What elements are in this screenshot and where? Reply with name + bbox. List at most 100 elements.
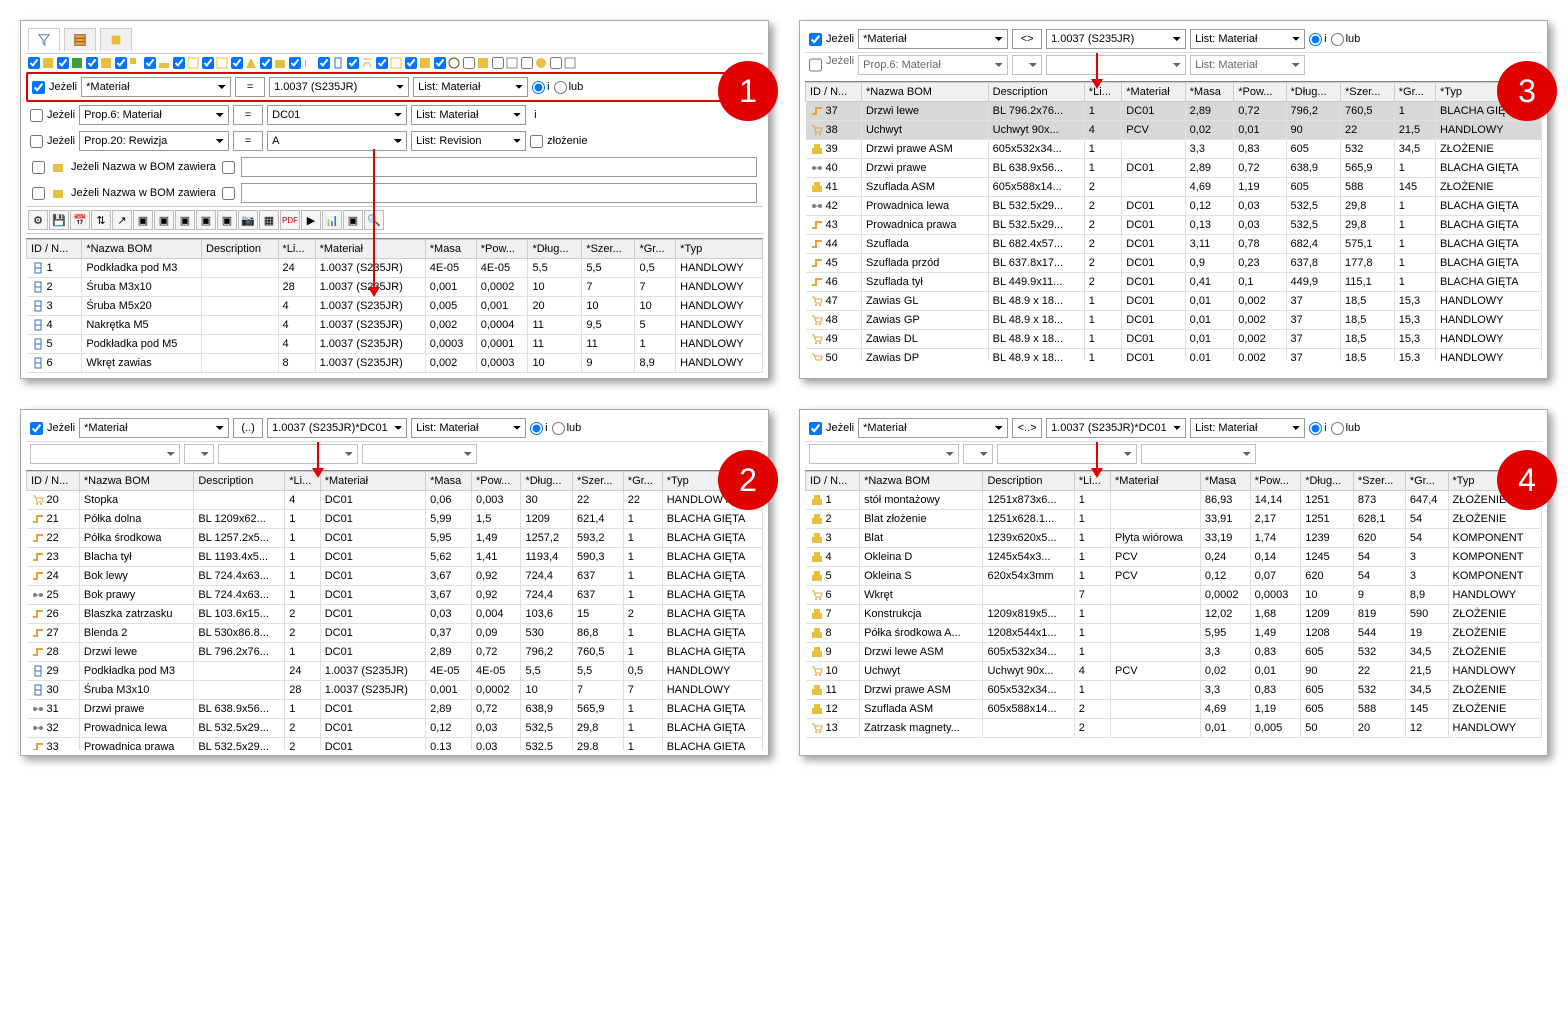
table-row[interactable]: 21Półka dolnaBL 1209x62...1DC01 5,991,51… — [27, 510, 763, 529]
radio-lub[interactable]: lub — [1331, 33, 1361, 46]
filter-2-value[interactable] — [267, 105, 407, 125]
btn-chart[interactable]: 📊 — [322, 210, 342, 230]
column-header[interactable]: *Szer... — [1341, 83, 1395, 102]
column-header[interactable]: *Li... — [1084, 83, 1121, 102]
tab-filter[interactable] — [28, 28, 60, 51]
table-row[interactable]: 8Półka środkowa A...1208x544x1...1 5,951… — [806, 624, 1542, 643]
filter-1-op[interactable] — [235, 77, 265, 97]
filter-2-op[interactable] — [233, 105, 263, 125]
table-row[interactable]: 33Prowadnica prawaBL 532.5x29...2DC01 0,… — [27, 738, 763, 751]
column-header[interactable]: ID / N... — [806, 472, 860, 491]
table-row[interactable]: 4Nakrętka M541.0037 (S235JR) 0,0020,0004… — [27, 316, 763, 335]
btn-camera[interactable]: 📷 — [238, 210, 258, 230]
table-row[interactable]: 2Blat złożenie1251x628.1...1 33,912,1712… — [806, 510, 1542, 529]
table-row[interactable]: 29Podkładka pod M3241.0037 (S235JR) 4E-0… — [27, 662, 763, 681]
column-header[interactable]: *Nazwa BOM — [861, 83, 988, 102]
column-header[interactable]: *Materiał — [320, 472, 425, 491]
filter-3-field[interactable] — [79, 131, 229, 151]
filter-1-enable[interactable] — [30, 422, 43, 435]
table-row[interactable]: 2Śruba M3x10281.0037 (S235JR) 0,0010,000… — [27, 278, 763, 297]
table-row[interactable]: 6Wkręt7 0,00020,00031098,9HANDLOWY — [806, 586, 1542, 605]
table-row[interactable]: 39Drzwi prawe ASM605x532x34...1 3,30,836… — [806, 140, 1542, 159]
column-header[interactable]: *Szer... — [582, 240, 635, 259]
radio-i[interactable]: i — [532, 81, 549, 94]
column-header[interactable]: *Pow... — [1250, 472, 1301, 491]
table-row[interactable]: 32Prowadnica lewaBL 532.5x29...2DC01 0,1… — [27, 719, 763, 738]
column-header[interactable]: *Dług... — [1301, 472, 1354, 491]
table-row[interactable]: 44SzufladaBL 682.4x57...2DC01 3,110,7868… — [806, 235, 1542, 254]
column-header[interactable]: Description — [983, 472, 1074, 491]
filter-3-enable[interactable] — [30, 135, 43, 148]
cb-7[interactable] — [202, 56, 229, 70]
column-header[interactable]: *Nazwa BOM — [82, 240, 202, 259]
table-row[interactable]: 25Bok prawyBL 724.4x63...1DC01 3,670,927… — [27, 586, 763, 605]
table-row[interactable]: 1stół montażowy1251x873x6...1 86,9314,14… — [806, 491, 1542, 510]
table-row[interactable]: 7Konstrukcja1209x819x5...1 12,021,681209… — [806, 605, 1542, 624]
column-header[interactable]: *Pow... — [472, 472, 521, 491]
table-row[interactable]: 13Zatrzask magnety...2 0,010,005502012HA… — [806, 719, 1542, 738]
column-header[interactable]: *Gr... — [1405, 472, 1448, 491]
column-header[interactable]: *Pow... — [1234, 83, 1286, 102]
filter-1-field[interactable] — [858, 29, 1008, 49]
filter-2-list[interactable] — [411, 105, 526, 125]
table-row[interactable]: 49Zawias DLBL 48.9 x 18...1DC01 0,010,00… — [806, 330, 1542, 349]
column-header[interactable]: *Typ — [676, 240, 763, 259]
filter-1-list[interactable] — [411, 418, 526, 438]
filter-1-enable[interactable] — [809, 422, 822, 435]
column-header[interactable]: *Masa — [425, 240, 476, 259]
btn-save[interactable]: 💾 — [49, 210, 69, 230]
filter-1-field[interactable] — [79, 418, 229, 438]
radio-i[interactable]: i — [530, 422, 547, 435]
table-row[interactable]: 5Okleina S620x54x3mm1PCV 0,120,07620543K… — [806, 567, 1542, 586]
table-row[interactable]: 26Blaszka zatrzaskuBL 103.6x15...2DC01 0… — [27, 605, 763, 624]
table-row[interactable]: 9Drzwi lewe ASM605x532x34...1 3,30,83605… — [806, 643, 1542, 662]
filter-3-value[interactable] — [267, 131, 407, 151]
table-row[interactable]: 48Zawias GPBL 48.9 x 18...1DC01 0,010,00… — [806, 311, 1542, 330]
filter-1-value[interactable] — [1046, 418, 1186, 438]
radio-i[interactable]: i — [1309, 422, 1326, 435]
btn-a1[interactable]: ▣ — [133, 210, 153, 230]
table-row[interactable]: 10UchwytUchwyt 90x...4PCV 0,020,01902221… — [806, 662, 1542, 681]
table-row[interactable]: 24Bok lewyBL 724.4x63...1DC01 3,670,9272… — [27, 567, 763, 586]
filter-2-field[interactable] — [79, 105, 229, 125]
table-row[interactable]: 6Wkręt zawias81.0037 (S235JR) 0,0020,000… — [27, 354, 763, 373]
filter-1-field[interactable] — [81, 77, 231, 97]
bom-contains-2-input[interactable] — [241, 183, 757, 203]
column-header[interactable]: *Li... — [278, 240, 315, 259]
filter-1-enable[interactable] — [32, 81, 45, 94]
table-row[interactable]: 45Szuflada przódBL 637.8x17...2DC01 0,90… — [806, 254, 1542, 273]
table-row[interactable]: 1Podkładka pod M3241.0037 (S235JR) 4E-05… — [27, 259, 763, 278]
table-row[interactable]: 47Zawias GLBL 48.9 x 18...1DC01 0,010,00… — [806, 292, 1542, 311]
bom-contains-1-input[interactable] — [241, 157, 757, 177]
table-row[interactable]: 11Drzwi prawe ASM605x532x34...1 3,30,836… — [806, 681, 1542, 700]
table-row[interactable]: 38UchwytUchwyt 90x...4PCV 0,020,01902221… — [806, 121, 1542, 140]
btn-a5[interactable]: ▣ — [217, 210, 237, 230]
filter-1-list[interactable] — [1190, 29, 1305, 49]
cb-8[interactable] — [231, 56, 258, 70]
filter-1-value[interactable] — [267, 418, 407, 438]
bom-contains-2-cb[interactable] — [32, 187, 45, 200]
column-header[interactable]: *Masa — [1200, 472, 1250, 491]
radio-lub[interactable]: lub — [554, 81, 584, 94]
table-row[interactable]: 23Blacha tyłBL 1193.4x5...1DC01 5,621,41… — [27, 548, 763, 567]
btn-play[interactable]: ▶ — [301, 210, 321, 230]
table-row[interactable]: 43Prowadnica prawaBL 532.5x29...2DC01 0,… — [806, 216, 1542, 235]
radio-lub[interactable]: lub — [1331, 422, 1361, 435]
cb-3[interactable] — [86, 56, 113, 70]
column-header[interactable]: Description — [194, 472, 285, 491]
filter-3-list[interactable] — [411, 131, 526, 151]
column-header[interactable]: Description — [202, 240, 279, 259]
column-header[interactable]: *Nazwa BOM — [860, 472, 983, 491]
table-row[interactable]: 3Blat1239x620x5...1Płyta wiórowa 33,191,… — [806, 529, 1542, 548]
column-header[interactable]: *Masa — [426, 472, 472, 491]
cb-10[interactable]: I — [289, 56, 316, 70]
column-header[interactable]: *Dług... — [528, 240, 582, 259]
column-header[interactable]: *Gr... — [635, 240, 676, 259]
column-header[interactable]: ID / N... — [806, 83, 862, 102]
cb-13[interactable] — [376, 56, 403, 70]
column-header[interactable]: *Dług... — [1286, 83, 1341, 102]
column-header[interactable]: ID / N... — [27, 472, 80, 491]
column-header[interactable]: *Gr... — [623, 472, 662, 491]
column-header[interactable]: ID / N... — [27, 240, 82, 259]
cb-14[interactable] — [405, 56, 432, 70]
